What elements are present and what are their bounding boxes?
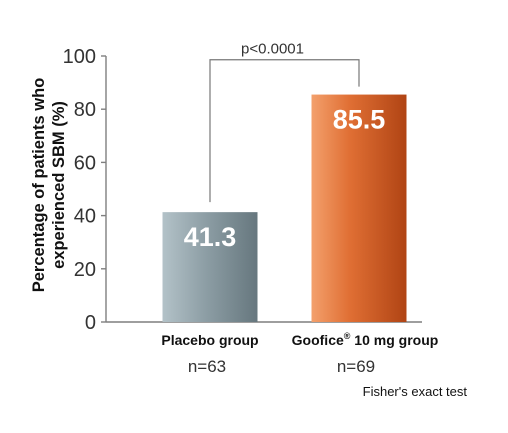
y-tick-label: 60: [74, 152, 96, 174]
category-brand: Goofice: [292, 332, 344, 348]
sample-size-label: n=63: [188, 357, 226, 376]
p-value-label: p<0.0001: [241, 41, 304, 58]
sample-size-label: n=69: [337, 357, 375, 376]
registered-mark: ®: [344, 331, 351, 341]
bar-value-label: 85.5: [333, 105, 386, 135]
y-axis-label-line-1: Percentage of patients who: [30, 78, 48, 293]
category-suffix: 10 mg group: [350, 332, 438, 348]
category-label: Placebo group: [161, 332, 258, 348]
y-tick-label: 20: [74, 259, 96, 281]
bar-placebo: [162, 212, 258, 322]
y-tick-label: 0: [85, 312, 96, 334]
y-tick-label: 40: [74, 206, 96, 228]
bar-value-label: 41.3: [184, 222, 237, 252]
bars: [162, 94, 407, 322]
y-axis-label: Percentage of patients who experienced S…: [30, 78, 68, 293]
statistical-test-note: Fisher's exact test: [363, 384, 468, 399]
bar-goofice: [311, 94, 407, 322]
y-tick-label: 100: [63, 46, 96, 68]
y-tick-label: 80: [74, 99, 96, 121]
y-axis-label-line-2: experienced SBM (%): [50, 101, 68, 269]
category-label-text: Placebo group: [161, 332, 258, 348]
significance-bracket: [209, 59, 360, 203]
category-label: Goofice® 10 mg group: [292, 331, 439, 348]
y-tick-labels: 0 20 40 60 80 100: [63, 46, 96, 334]
